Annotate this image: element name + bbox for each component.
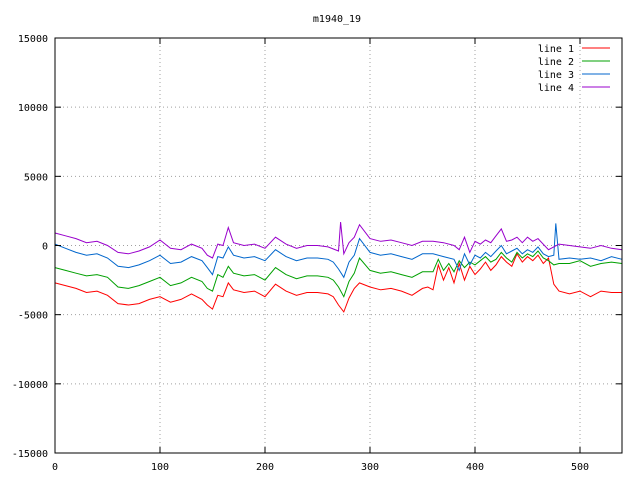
y-tick-label: -15000 xyxy=(12,449,48,460)
legend-label: line 2 xyxy=(538,57,574,68)
x-tick-label: 400 xyxy=(466,462,484,473)
y-tick-label: 15000 xyxy=(18,34,48,45)
y-tick-label: 10000 xyxy=(18,103,48,114)
grid xyxy=(55,38,622,453)
x-tick-label: 300 xyxy=(361,462,379,473)
legend-label: line 3 xyxy=(538,70,574,81)
series-line-2 xyxy=(54,250,623,298)
chart-title: m1940_19 xyxy=(313,14,361,25)
x-tick-label: 0 xyxy=(52,462,58,473)
series-line-3 xyxy=(54,223,623,279)
y-tick-label: 0 xyxy=(42,242,48,253)
legend-label: line 4 xyxy=(538,83,574,94)
series-line-1 xyxy=(54,252,622,313)
y-tick-label: 5000 xyxy=(24,172,48,183)
series-line-4 xyxy=(54,221,623,259)
y-tick-label: -10000 xyxy=(12,380,48,391)
axis-ticks: 0 100 200 300 400 500 -15000 -10000 -5000 0 5000 10… xyxy=(12,34,622,473)
legend-label: line 1 xyxy=(538,44,574,55)
x-tick-label: 100 xyxy=(151,462,169,473)
legend: line 1 line 2 line 3 line 4 xyxy=(538,44,610,94)
x-tick-label: 500 xyxy=(571,462,589,473)
series-group xyxy=(54,221,623,313)
y-tick-label: -5000 xyxy=(18,311,48,322)
x-tick-label: 200 xyxy=(256,462,274,473)
